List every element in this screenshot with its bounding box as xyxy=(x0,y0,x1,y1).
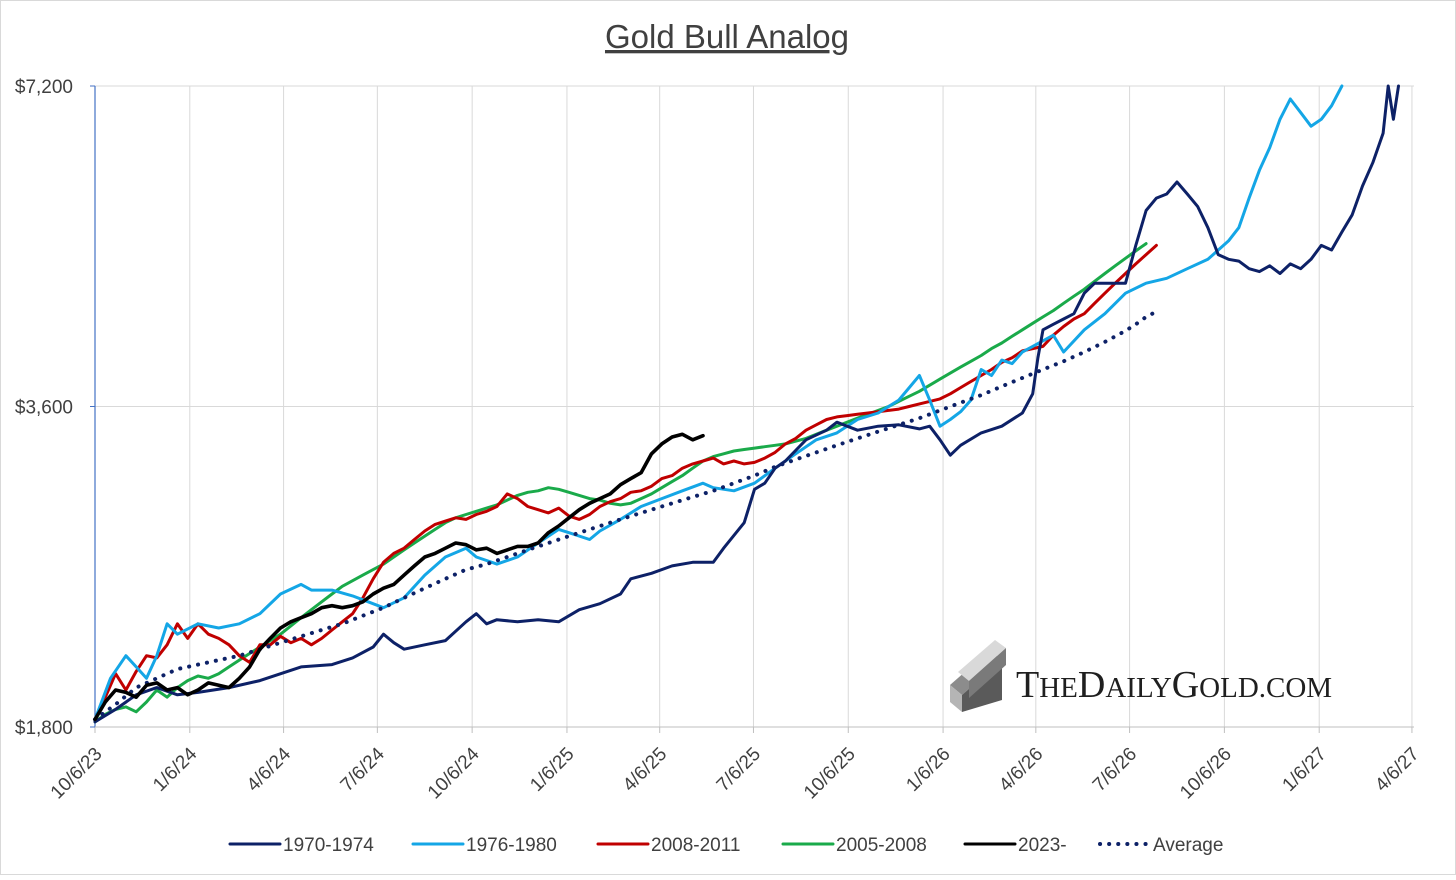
legend-label-2005-2008: 2005-2008 xyxy=(836,835,927,856)
watermark-logo: THEDAILYGOLD.COM xyxy=(950,640,1332,712)
legend-label-1970-1974: 1970-1974 xyxy=(283,835,374,856)
y-tick-label: $1,800 xyxy=(15,718,73,739)
y-tick-label: $3,600 xyxy=(15,398,73,419)
gold-bar-icon xyxy=(950,640,1006,712)
series-line-2023 xyxy=(93,432,705,722)
legend-label-2008-2011: 2008-2011 xyxy=(651,835,740,856)
legend-label-1976-1980: 1976-1980 xyxy=(466,835,557,856)
series-layer xyxy=(93,84,1400,724)
watermark-text: THEDAILYGOLD.COM xyxy=(1016,664,1332,706)
series-line-1970-1974 xyxy=(93,84,1400,724)
series-line-average xyxy=(93,309,1159,722)
legend-label-2023: 2023- xyxy=(1018,835,1067,856)
chart-title: Gold Bull Analog xyxy=(605,18,849,55)
legend-label-average: Average xyxy=(1153,835,1223,856)
legend: 1970-1974 1976-1980 2008-2011 2005-2008 2023… xyxy=(228,835,1223,856)
grid-layer xyxy=(95,85,1414,728)
y-tick-label: $7,200 xyxy=(15,77,73,98)
